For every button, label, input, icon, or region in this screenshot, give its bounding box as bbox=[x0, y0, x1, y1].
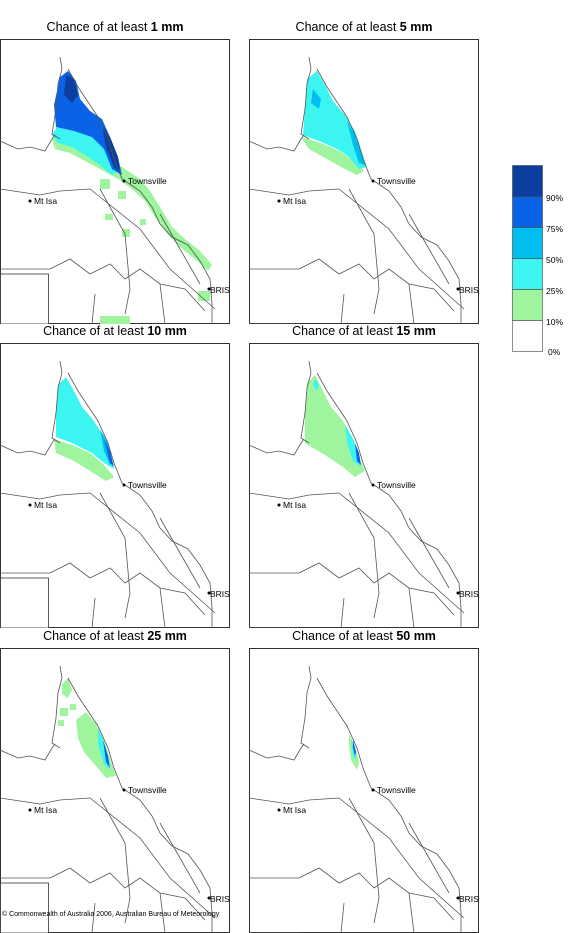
label-bris: BRIS bbox=[459, 285, 479, 295]
label-townsville: Townsville bbox=[128, 785, 167, 795]
label-mt-isa: Mt Isa bbox=[283, 805, 306, 815]
label-mt-isa: Mt Isa bbox=[34, 196, 57, 206]
region-boundaries bbox=[249, 360, 465, 628]
legend-label-75: 75% bbox=[546, 224, 563, 234]
rain-zone-low bbox=[54, 439, 114, 481]
label-townsville: Townsville bbox=[377, 785, 416, 795]
panel-title: Chance of at least 1 mm bbox=[46, 20, 184, 34]
legend-swatch-3 bbox=[512, 258, 543, 290]
copyright-notice: © Commonwealth of Australia 2006, Austra… bbox=[2, 911, 220, 918]
panel-title: Chance of at least 10 mm bbox=[43, 324, 187, 338]
region-boundaries bbox=[0, 665, 216, 933]
label-bris: BRIS bbox=[210, 589, 230, 599]
legend-label-10: 10% bbox=[546, 317, 563, 327]
label-townsville: Townsville bbox=[377, 480, 416, 490]
rain-zone-moderate bbox=[303, 71, 367, 169]
region-boundaries bbox=[0, 360, 216, 628]
region-boundaries bbox=[249, 56, 465, 324]
rainfall-map-15mm: Townsville Mt Isa BRIS bbox=[249, 343, 479, 628]
panel-title: Chance of at least 15 mm bbox=[292, 324, 436, 338]
rain-zone-high bbox=[355, 443, 361, 465]
rainfall-map-10mm: Townsville Mt Isa BRIS bbox=[0, 343, 230, 628]
region-boundaries bbox=[249, 665, 465, 933]
legend-label-50: 50% bbox=[546, 255, 563, 265]
legend-swatch-1 bbox=[512, 196, 543, 228]
rain-zone-high bbox=[103, 740, 110, 768]
rainfall-map-50mm: Townsville Mt Isa BRIS bbox=[249, 648, 479, 933]
rain-zone-high bbox=[353, 740, 356, 756]
label-mt-isa: Mt Isa bbox=[34, 805, 57, 815]
legend-swatch-2 bbox=[512, 227, 543, 259]
label-mt-isa: Mt Isa bbox=[283, 196, 306, 206]
legend: 90% 75% 50% 25% 10% 0% bbox=[512, 165, 563, 357]
rainfall-map-5mm: Townsville Mt Isa BRIS bbox=[249, 39, 479, 324]
panel-title: Chance of at least 25 mm bbox=[43, 629, 187, 643]
label-townsville: Townsville bbox=[128, 176, 167, 186]
label-townsville: Townsville bbox=[377, 176, 416, 186]
legend-swatch-5 bbox=[512, 320, 543, 352]
legend-label-90: 90% bbox=[546, 193, 563, 203]
rain-zone-moderate bbox=[56, 377, 114, 469]
legend-label-25: 25% bbox=[546, 286, 563, 296]
panel-title: Chance of at least 5 mm bbox=[295, 20, 433, 34]
rain-zone-high bbox=[311, 89, 365, 165]
label-bris: BRIS bbox=[210, 894, 230, 904]
label-bris: BRIS bbox=[459, 894, 479, 904]
label-mt-isa: Mt Isa bbox=[34, 500, 57, 510]
legend-label-0: 0% bbox=[548, 347, 561, 357]
rainfall-map-1mm: Townsville Mt Isa BRIS bbox=[0, 39, 230, 324]
inset-box bbox=[0, 273, 49, 324]
legend-swatch-0 bbox=[512, 165, 543, 197]
legend-swatch-4 bbox=[512, 289, 543, 321]
rain-zone-very-high bbox=[104, 439, 114, 467]
rain-zone-low bbox=[301, 137, 364, 175]
inset-box bbox=[0, 577, 49, 628]
rainfall-map-25mm: Townsville Mt Isa BRIS bbox=[0, 648, 230, 933]
label-bris: BRIS bbox=[459, 589, 479, 599]
rain-zone-moderate bbox=[52, 125, 120, 175]
region-boundaries bbox=[0, 56, 216, 324]
panel-title: Chance of at least 50 mm bbox=[292, 629, 436, 643]
label-mt-isa: Mt Isa bbox=[283, 500, 306, 510]
label-townsville: Townsville bbox=[128, 480, 167, 490]
inset-box bbox=[0, 882, 49, 933]
label-bris: BRIS bbox=[210, 285, 230, 295]
legend-swatches bbox=[512, 165, 543, 352]
